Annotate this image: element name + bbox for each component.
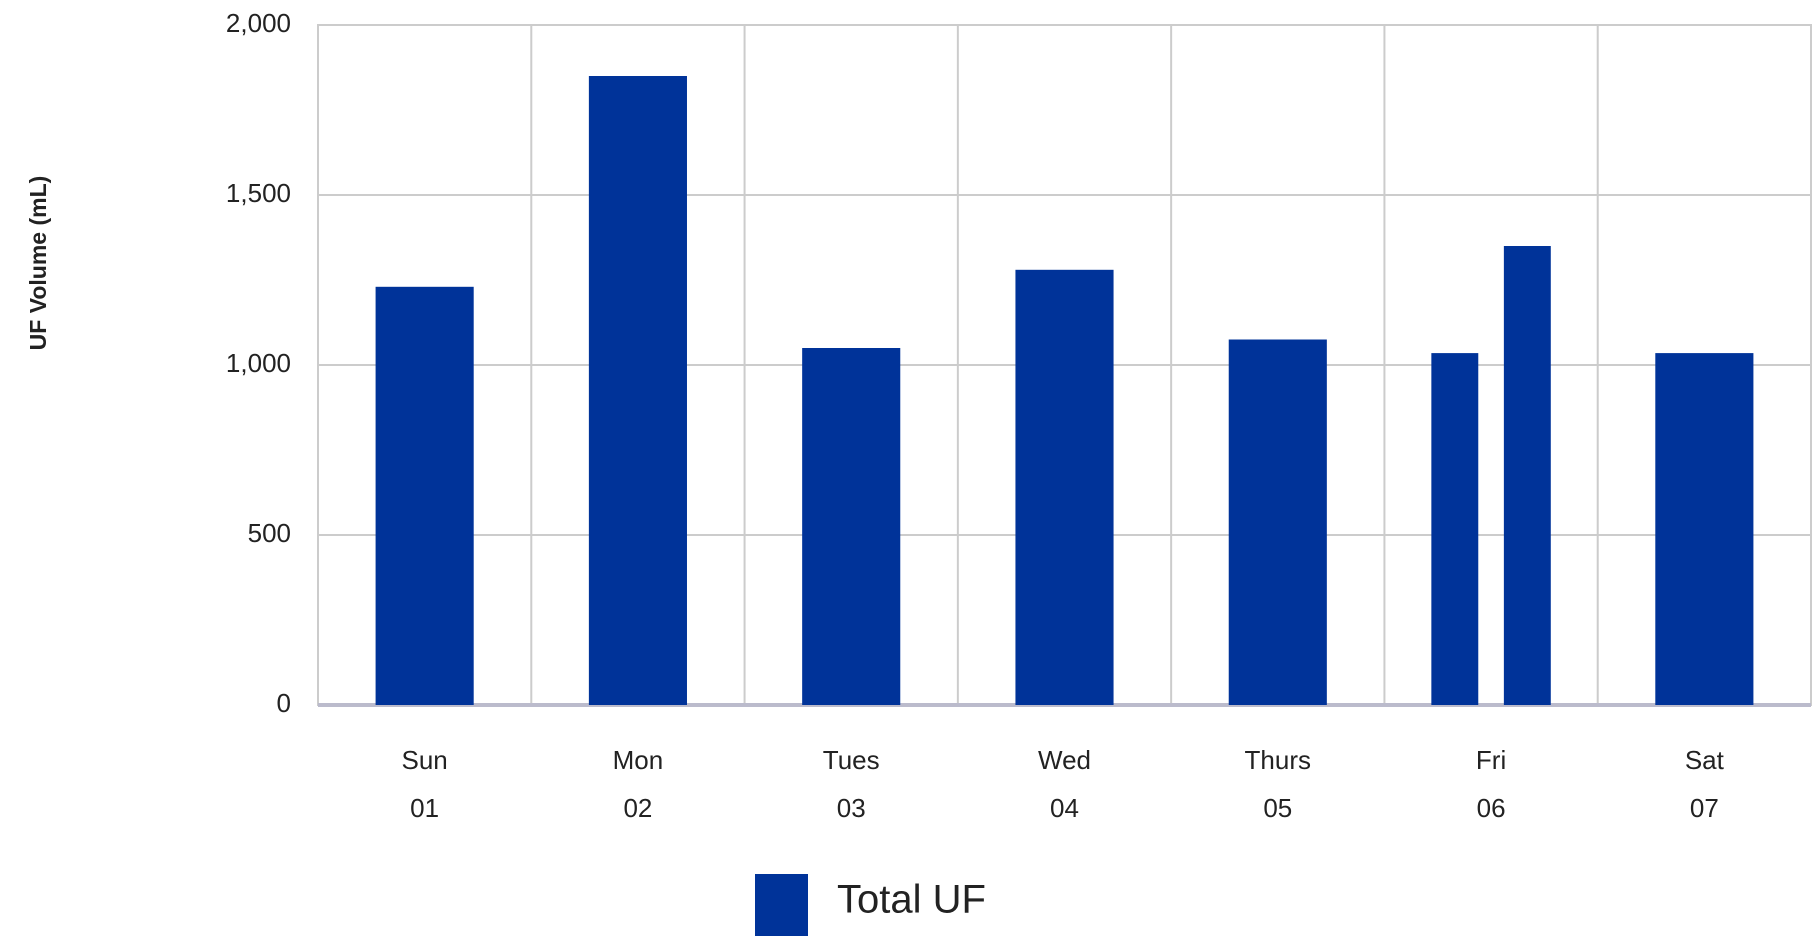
x-tick-label: 06: [1477, 793, 1506, 823]
bar: [1431, 353, 1479, 705]
legend-swatch: [755, 874, 808, 936]
y-axis-title: UF Volume (mL): [25, 176, 51, 351]
x-tick-label: Thurs: [1245, 745, 1311, 775]
x-tick-label: Sun: [402, 745, 448, 775]
x-tick-label: Tues: [823, 745, 880, 775]
y-tick-label: 2,000: [226, 8, 291, 38]
x-tick-label: 02: [623, 793, 652, 823]
x-tick-label: 01: [410, 793, 439, 823]
x-tick-label: 07: [1690, 793, 1719, 823]
y-tick-label: 500: [248, 518, 291, 548]
bar: [802, 348, 901, 705]
bar: [1228, 339, 1327, 705]
y-tick-label: 1,500: [226, 178, 291, 208]
x-tick-label: Fri: [1476, 745, 1506, 775]
x-tick-label: Sat: [1685, 745, 1725, 775]
x-tick-label: 05: [1263, 793, 1292, 823]
bar: [1655, 353, 1754, 705]
bar: [1015, 269, 1114, 705]
y-tick-label: 0: [277, 688, 291, 718]
x-tick-label: Mon: [613, 745, 664, 775]
bar: [375, 286, 474, 705]
x-tick-label: Wed: [1038, 745, 1091, 775]
x-tick-label: 04: [1050, 793, 1079, 823]
bar: [588, 76, 687, 705]
bar: [1503, 246, 1551, 705]
x-tick-label: 03: [837, 793, 866, 823]
y-tick-label: 1,000: [226, 348, 291, 378]
legend-label: Total UF: [837, 878, 986, 922]
